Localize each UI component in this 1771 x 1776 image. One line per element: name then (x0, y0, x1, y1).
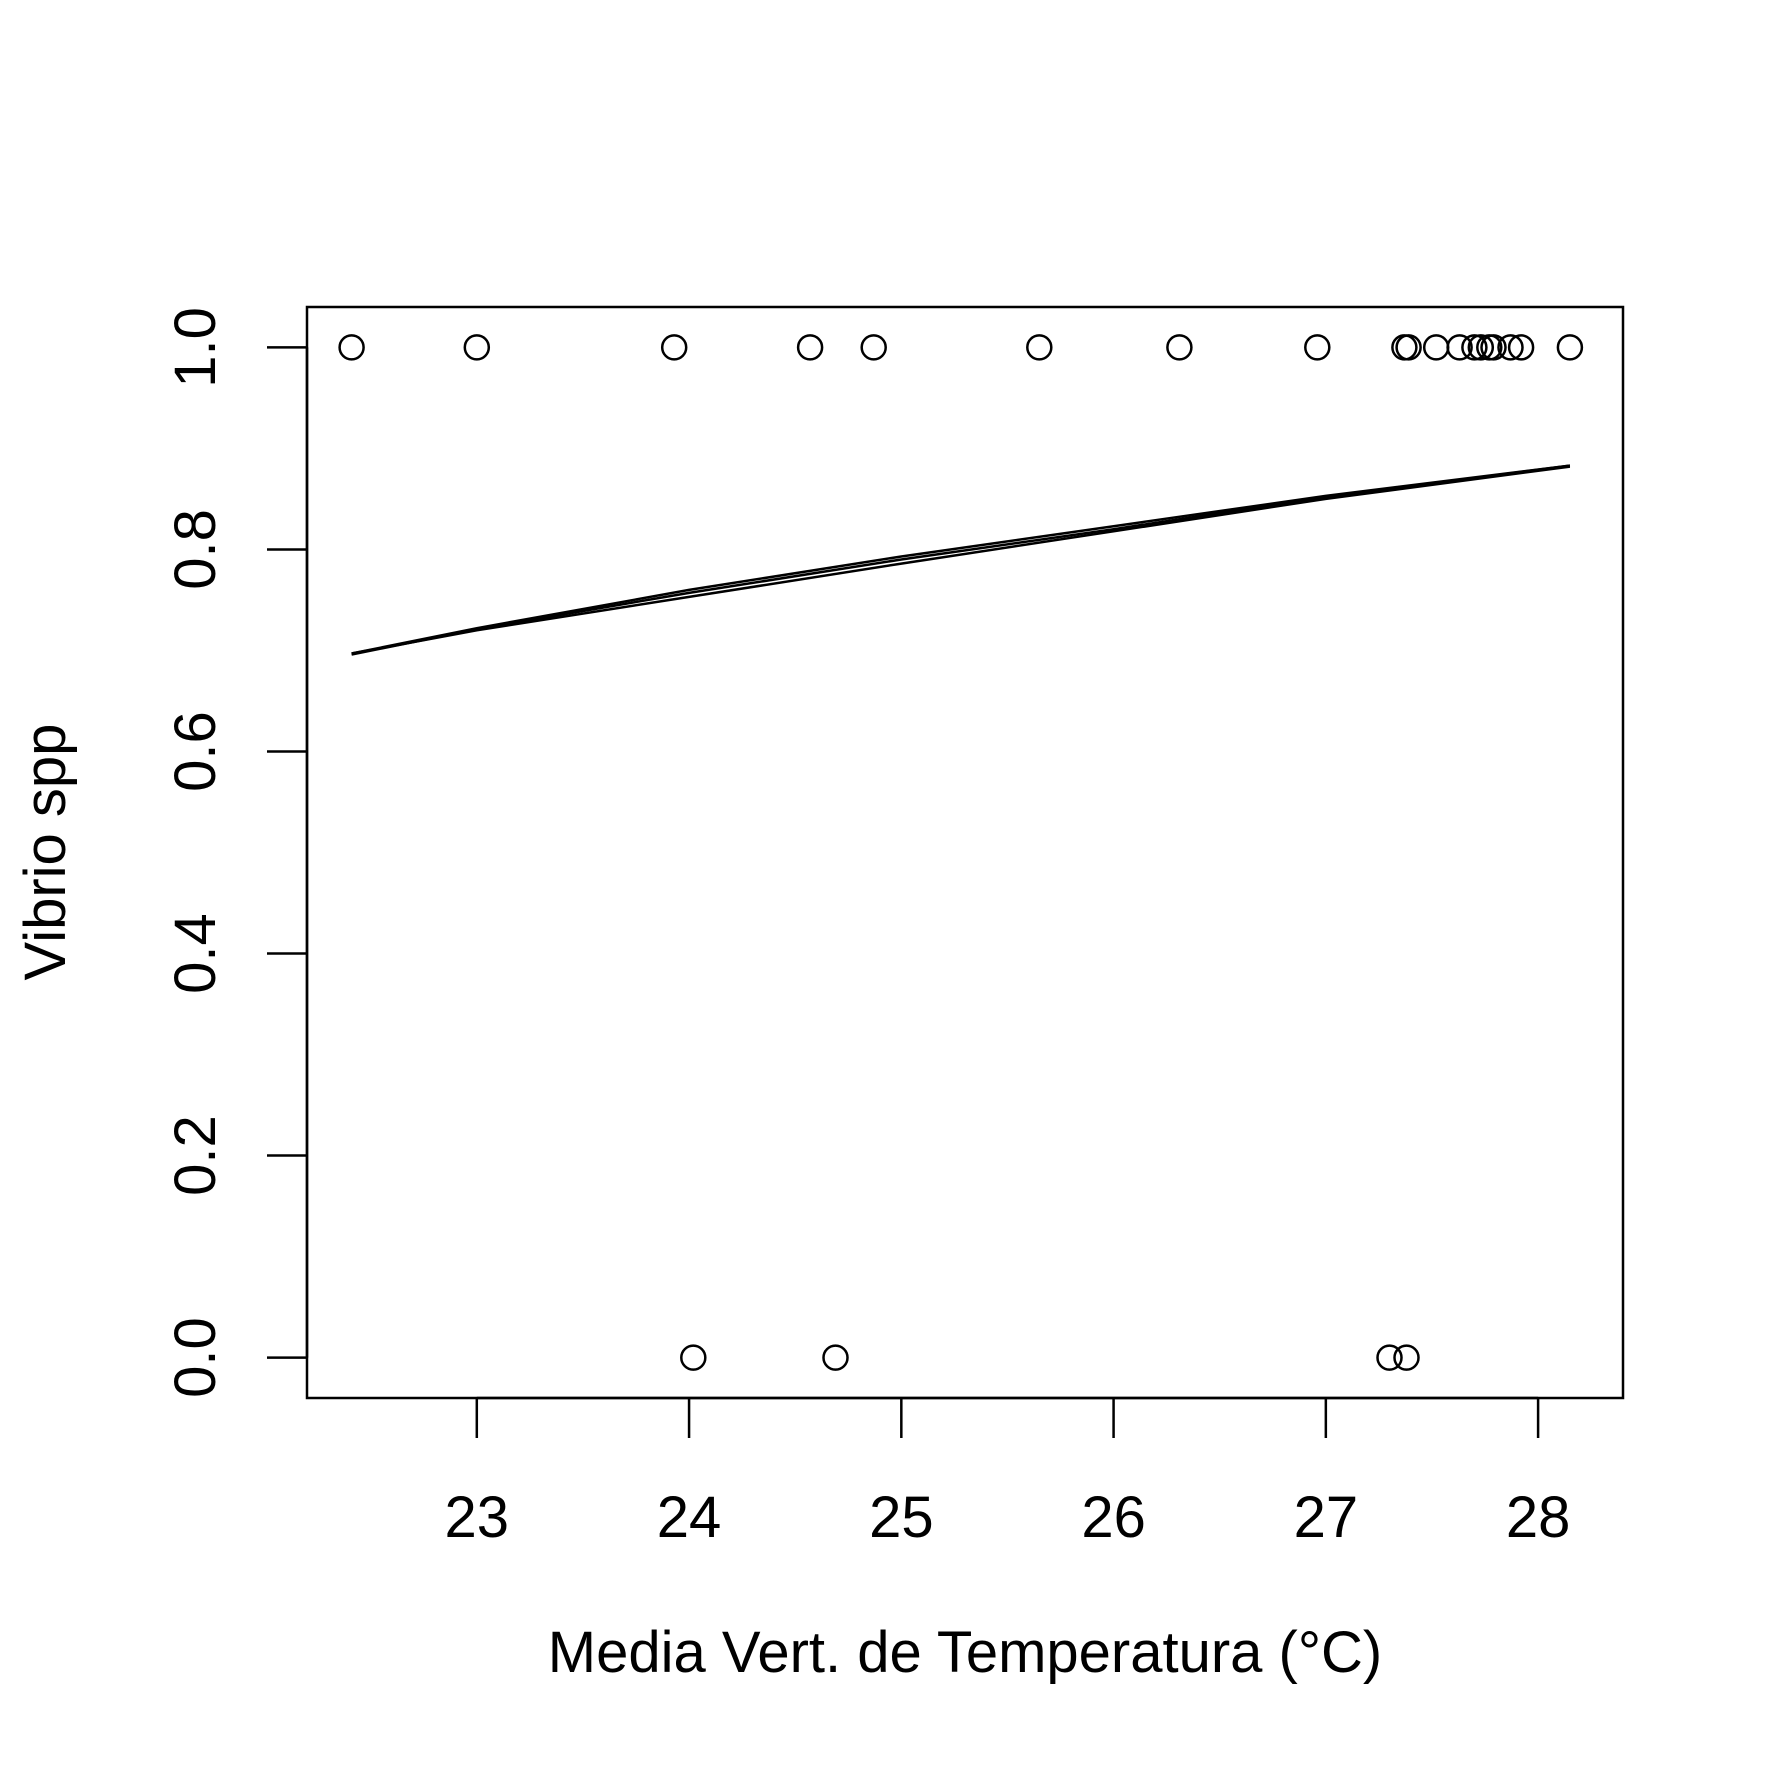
data-point (796, 334, 824, 361)
data-point (1026, 334, 1053, 361)
y-axis-label: Vibrio spp (13, 724, 78, 981)
data-point (1304, 334, 1331, 361)
data-point (1166, 334, 1193, 361)
data-point (1556, 334, 1584, 361)
data-point (1480, 334, 1507, 361)
data-point (1376, 1344, 1403, 1371)
x-tick-label: 27 (1294, 1485, 1359, 1550)
y-tick-label: 0.8 (163, 509, 228, 590)
x-tick-label: 23 (445, 1485, 510, 1550)
data-point (1507, 334, 1535, 361)
y-axis: 0.0 0.2 0.4 0.6 0.8 1.0 (163, 307, 309, 1398)
data-point (822, 1344, 849, 1371)
x-tick-label: 28 (1506, 1485, 1571, 1550)
data-point (1467, 334, 1495, 361)
data-point (463, 334, 491, 361)
y-tick-label: 1.0 (163, 307, 228, 388)
data-point (1497, 334, 1524, 361)
y-tick-label: 0.2 (163, 1115, 228, 1196)
x-tick-label: 25 (869, 1485, 934, 1550)
data-point (1446, 334, 1473, 361)
data-points (338, 334, 1584, 1371)
y-tick-label: 0.0 (163, 1317, 228, 1398)
data-point (860, 334, 887, 361)
data-point (1393, 1344, 1420, 1371)
fitted-line-3 (351, 464, 1571, 656)
data-point (1395, 334, 1422, 361)
data-point (338, 334, 365, 361)
data-point (1461, 334, 1488, 361)
y-tick-label: 0.4 (163, 913, 228, 994)
x-axis-label: Media Vert. de Temperatura (°C) (548, 1620, 1383, 1685)
fitted-lines (351, 464, 1571, 656)
x-axis: 23 24 25 26 27 28 (445, 1396, 1571, 1550)
y-tick-label: 0.6 (163, 711, 228, 792)
data-point (680, 1344, 707, 1371)
x-tick-label: 24 (657, 1485, 722, 1550)
x-tick-label: 26 (1081, 1485, 1146, 1550)
data-point (660, 334, 688, 361)
